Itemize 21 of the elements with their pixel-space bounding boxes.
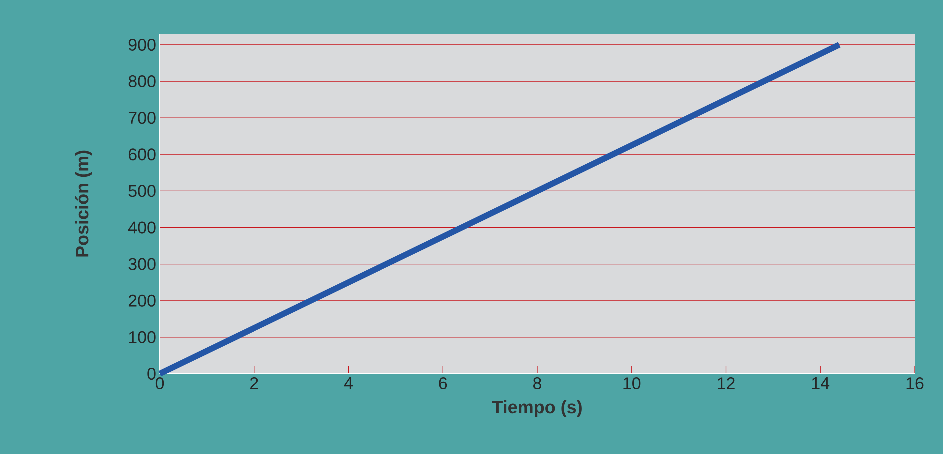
y-tick-label: 200 bbox=[128, 294, 156, 307]
x-tick-label: 16 bbox=[906, 378, 924, 390]
x-axis-title: Tiempo (s) bbox=[492, 400, 582, 418]
x-tick-label: 8 bbox=[534, 378, 542, 390]
x-tick-label: 14 bbox=[812, 378, 830, 390]
x-tick-label: 2 bbox=[250, 378, 258, 390]
x-tick-label: 10 bbox=[624, 378, 641, 390]
y-tick-label: 800 bbox=[128, 76, 156, 88]
y-tick-label: 100 bbox=[129, 331, 156, 344]
y-tick-label: 0 bbox=[148, 368, 156, 380]
y-tick-label: 400 bbox=[128, 222, 156, 234]
x-tick-label: 4 bbox=[344, 378, 353, 390]
y-tick-label: 900 bbox=[128, 38, 156, 51]
x-tick-label: 6 bbox=[439, 378, 448, 390]
x-tick-label: 12 bbox=[718, 378, 735, 390]
y-tick-label: 700 bbox=[128, 112, 156, 124]
x-tick-label: 0 bbox=[156, 378, 164, 390]
y-tick-label: 600 bbox=[128, 148, 156, 161]
y-axis-title: Posición (m) bbox=[75, 150, 92, 257]
y-tick-label: 500 bbox=[128, 185, 156, 198]
y-tick-label: 300 bbox=[128, 258, 156, 270]
